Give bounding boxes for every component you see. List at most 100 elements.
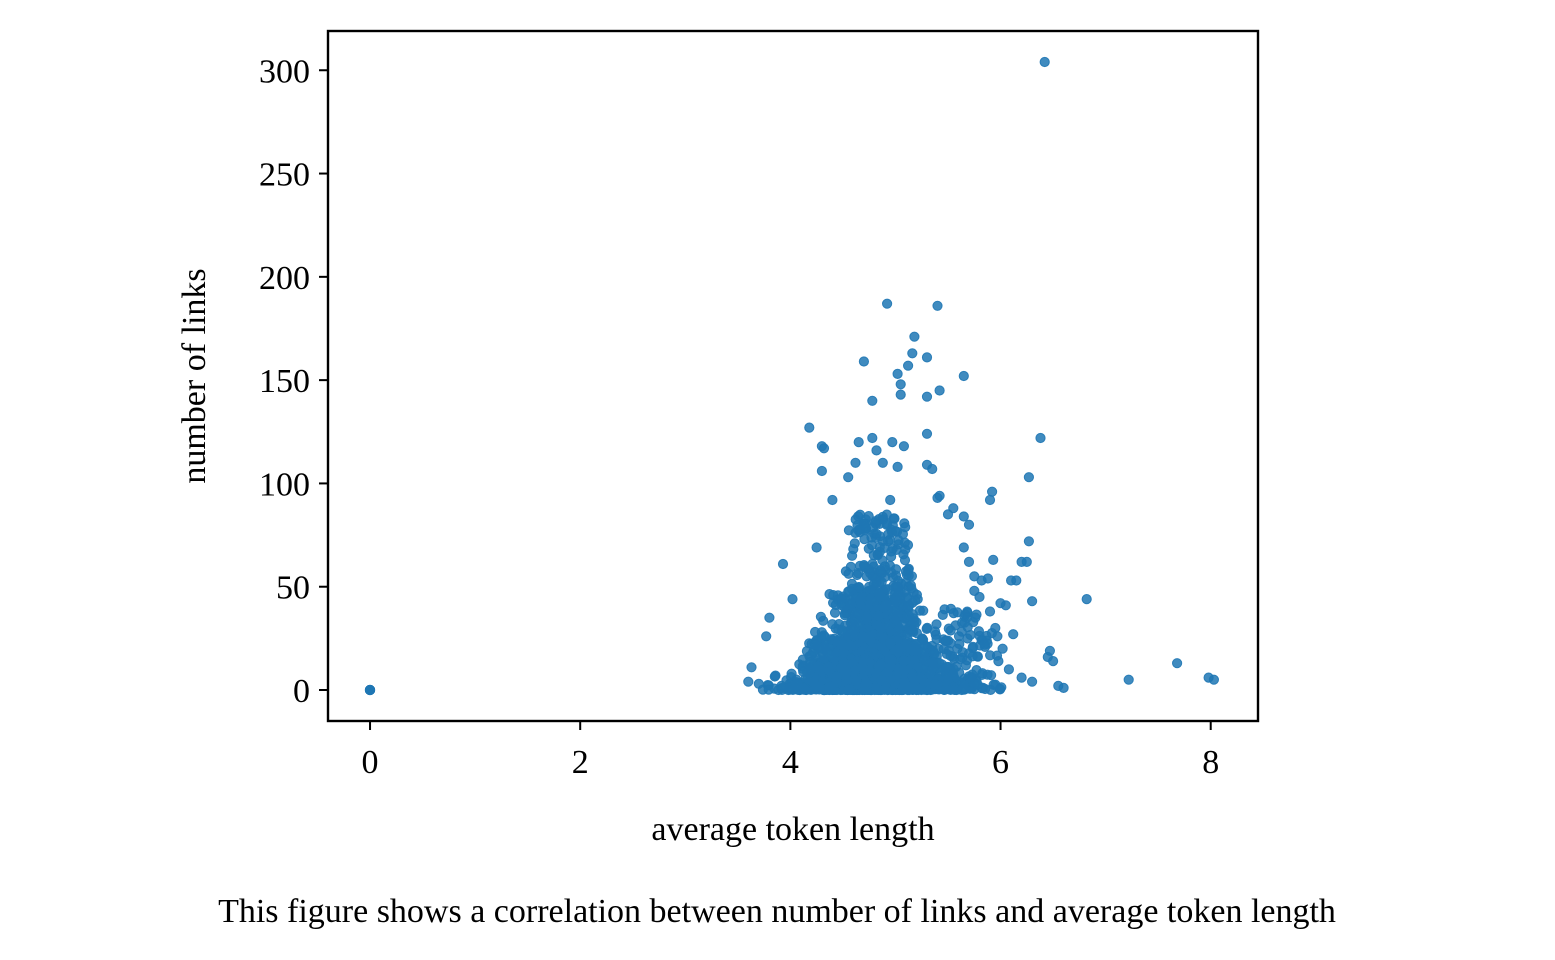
data-point — [942, 509, 954, 520]
data-point — [787, 594, 798, 605]
data-point — [1023, 472, 1035, 483]
data-point — [905, 682, 916, 693]
data-point — [850, 457, 861, 468]
data-point — [853, 608, 864, 619]
data-point — [753, 678, 764, 689]
y-axis-ticks: 0 50 100 150 200 250 300 — [259, 53, 328, 710]
x-axis-ticks: 0 2 4 6 8 — [362, 721, 1219, 781]
data-point — [893, 643, 905, 654]
x-tick-label: 2 — [572, 744, 589, 781]
data-point — [963, 556, 975, 568]
data-point — [853, 437, 864, 448]
data-point — [907, 671, 919, 682]
data-point — [881, 519, 892, 531]
data-point — [996, 682, 1007, 693]
data-point — [900, 522, 911, 533]
data-point — [850, 514, 861, 525]
data-point — [912, 662, 923, 673]
data-point — [811, 635, 822, 646]
data-point — [849, 538, 860, 549]
data-point — [364, 684, 376, 696]
data-point — [958, 511, 969, 522]
data-point — [899, 664, 910, 676]
data-point — [967, 651, 978, 662]
data-point — [1039, 56, 1050, 68]
data-point — [770, 670, 781, 681]
data-point — [857, 662, 868, 673]
data-point — [932, 300, 943, 311]
data-point — [970, 612, 981, 623]
data-point — [945, 650, 956, 662]
data-point — [763, 684, 774, 695]
data-point — [824, 665, 835, 676]
data-point — [867, 522, 878, 533]
data-point — [985, 650, 996, 661]
data-point — [927, 463, 938, 475]
data-point — [988, 554, 999, 566]
data-point — [907, 625, 918, 636]
data-point — [916, 673, 927, 684]
data-point — [858, 356, 870, 367]
data-point — [907, 348, 918, 359]
data-point — [841, 667, 852, 678]
data-point — [1003, 664, 1015, 675]
data-point — [903, 360, 914, 371]
data-point — [905, 580, 917, 591]
data-point — [873, 588, 885, 599]
data-point — [874, 660, 885, 672]
data-point — [982, 573, 994, 584]
data-point — [764, 612, 775, 623]
data-point — [885, 638, 896, 649]
data-point — [804, 422, 815, 433]
data-point — [1058, 682, 1069, 694]
data-point — [877, 555, 888, 566]
y-tick-label: 50 — [276, 570, 310, 607]
data-point — [903, 564, 914, 576]
data-point — [879, 684, 890, 696]
data-point — [867, 395, 878, 406]
data-point — [851, 569, 863, 581]
data-point — [1048, 656, 1059, 667]
data-point — [1123, 674, 1134, 685]
data-point — [997, 643, 1008, 654]
figure-caption: This figure shows a correlation between … — [218, 893, 1336, 930]
data-point — [1035, 432, 1046, 444]
y-axis-label: number of links — [176, 268, 213, 483]
data-point — [882, 298, 893, 309]
data-point — [992, 631, 1003, 642]
data-point — [937, 609, 948, 621]
data-point — [847, 550, 858, 561]
data-point — [890, 526, 901, 537]
data-point — [845, 561, 857, 572]
data-point — [837, 625, 848, 636]
data-point — [984, 494, 996, 506]
data-point — [868, 579, 879, 590]
data-point — [887, 437, 898, 448]
data-point — [853, 582, 865, 593]
data-point — [895, 592, 906, 603]
data-point — [956, 684, 967, 696]
y-tick-label: 300 — [259, 53, 310, 90]
data-point — [921, 391, 933, 402]
data-point — [858, 631, 869, 643]
data-point — [921, 428, 933, 439]
data-point — [984, 606, 996, 617]
data-point — [892, 368, 903, 379]
data-point — [890, 564, 902, 575]
data-point — [955, 654, 966, 665]
data-point — [1008, 629, 1019, 640]
data-point — [979, 639, 990, 650]
data-point — [859, 684, 870, 696]
data-point — [877, 511, 888, 523]
data-point — [892, 461, 903, 472]
y-tick-label: 200 — [259, 260, 310, 297]
data-point — [797, 654, 808, 665]
data-point — [963, 519, 975, 530]
data-point — [910, 595, 921, 606]
data-point — [836, 600, 847, 611]
data-point — [843, 525, 855, 536]
data-point — [811, 542, 822, 553]
y-tick-label: 150 — [259, 363, 310, 400]
data-point — [881, 600, 892, 611]
